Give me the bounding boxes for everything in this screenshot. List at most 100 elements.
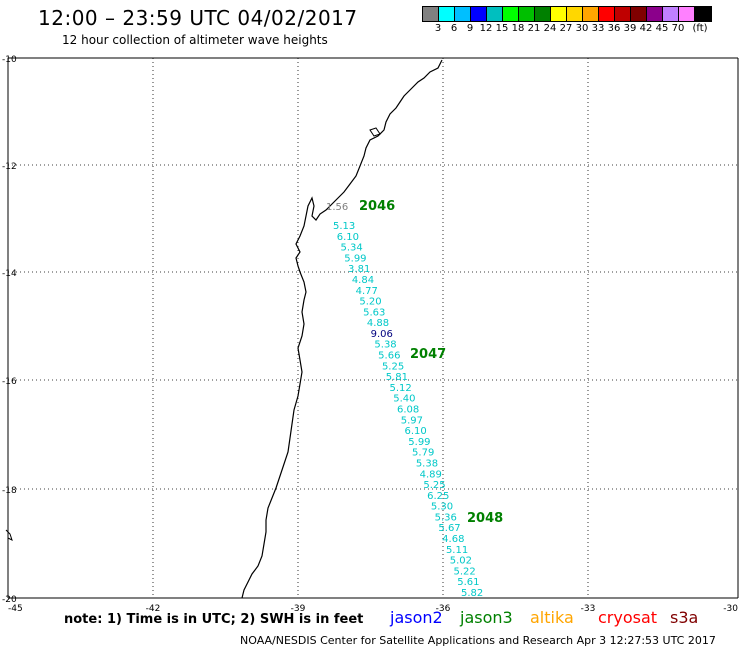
color-scale-label: 6	[450, 23, 458, 34]
longitude-label: -30	[723, 604, 738, 614]
legend-jason2: jason2	[390, 608, 443, 627]
wave-height-label: 9.06	[371, 329, 393, 340]
color-scale-label: 33	[591, 23, 605, 34]
wave-height-label: 5.82	[461, 588, 483, 599]
altimeter-value-labels: 1.565.136.105.345.993.814.844.775.205.63…	[326, 202, 483, 599]
color-swatch	[583, 7, 599, 21]
axis-labels: -10 -12 -14 -16 -18 -20-45 -42 -39 -36 -33 -30	[2, 55, 738, 614]
wave-height-label: 5.63	[363, 307, 385, 318]
footer-note: note: 1) Time is in UTC; 2) SWH is in fe…	[64, 612, 364, 627]
coastline-detail	[5, 529, 13, 541]
longitude-label: -45	[8, 604, 23, 614]
wave-height-label: 4.68	[442, 534, 464, 545]
wave-height-label: 5.20	[359, 297, 381, 308]
wave-height-label: 5.79	[412, 448, 434, 459]
color-scale-label: 3	[434, 23, 442, 34]
track-number-label: 2046	[359, 199, 395, 214]
wave-height-label: 6.08	[397, 405, 419, 416]
wave-height-label: 5.34	[341, 243, 363, 254]
color-scale-label: 36	[607, 23, 621, 34]
track-number-label: 2048	[467, 511, 503, 526]
wave-height-label: 5.99	[408, 437, 430, 448]
color-swatch	[695, 7, 711, 21]
color-scale-labels: 3 6 9 12 15 18 21 24 27 30 33 36 39 42 45 70 (ft)	[422, 23, 740, 37]
wave-height-label: 5.81	[386, 372, 408, 383]
color-scale-label: 12	[479, 23, 493, 34]
wave-height-label: 5.38	[416, 458, 438, 469]
wave-height-label: 5.30	[431, 502, 453, 513]
longitude-label: -33	[581, 604, 596, 614]
wave-height-label: 5.40	[393, 394, 415, 405]
legend-altika: altika	[530, 608, 574, 627]
color-scale-label: 45	[655, 23, 669, 34]
wave-height-label: 6.25	[427, 491, 449, 502]
color-swatch	[439, 7, 455, 21]
color-scale-label: 9	[466, 23, 474, 34]
wave-height-label: 6.10	[337, 232, 359, 243]
wave-height-label: 5.97	[401, 415, 423, 426]
longitude-label: -39	[291, 604, 306, 614]
color-scale-label: 21	[527, 23, 541, 34]
credit-line: NOAA/NESDIS Center for Satellite Applica…	[240, 634, 716, 647]
color-swatch	[455, 7, 471, 21]
track-labels: 2046 2047 2048	[359, 199, 503, 526]
color-scale-label: 18	[511, 23, 525, 34]
color-scale-label: (ft)	[692, 23, 708, 34]
color-swatch	[631, 7, 647, 21]
color-scale-label: 27	[559, 23, 573, 34]
wave-height-label: 5.99	[344, 253, 366, 264]
map-gridlines	[8, 58, 738, 598]
color-scale-label: 24	[543, 23, 557, 34]
wave-height-label: 5.25	[423, 480, 445, 491]
map-title: 12:00 – 23:59 UTC 04/02/2017	[38, 6, 358, 30]
latitude-label: -18	[2, 486, 17, 496]
wave-height-label: 3.81	[348, 264, 370, 275]
color-scale-label: 15	[495, 23, 509, 34]
wave-height-label: 5.13	[333, 221, 355, 232]
legend-cryosat: cryosat	[598, 608, 658, 627]
color-scale-label: 70	[671, 23, 685, 34]
wave-height-label: 5.25	[382, 361, 404, 372]
latitude-label: -12	[2, 162, 17, 172]
color-swatch	[567, 7, 583, 21]
coastline	[241, 59, 443, 599]
track-number-label: 2047	[410, 347, 446, 362]
map-frame	[7, 57, 739, 599]
color-swatch	[535, 7, 551, 21]
color-swatch	[487, 7, 503, 21]
latitude-label: -10	[2, 55, 17, 65]
wave-height-label: 5.67	[438, 523, 460, 534]
longitude-label: -42	[146, 604, 161, 614]
longitude-label: -36	[436, 604, 451, 614]
wave-height-label: 6.10	[405, 426, 427, 437]
color-scale-label: 42	[639, 23, 653, 34]
wave-height-label: 4.89	[420, 469, 442, 480]
color-swatch	[615, 7, 631, 21]
color-swatch	[519, 7, 535, 21]
latitude-label: -16	[2, 377, 17, 387]
color-swatch	[599, 7, 615, 21]
wave-height-label: 4.84	[352, 275, 374, 286]
wave-height-label: 5.11	[446, 545, 468, 556]
wave-height-label: 5.38	[374, 340, 396, 351]
color-swatch	[663, 7, 679, 21]
color-scale-label: 30	[575, 23, 589, 34]
color-swatch	[423, 7, 439, 21]
wave-height-label: 5.12	[389, 383, 411, 394]
color-scale-bar	[422, 6, 712, 22]
latitude-label: -20	[2, 595, 17, 605]
wave-height-label: 5.66	[378, 351, 400, 362]
legend-s3a: s3a	[670, 608, 699, 627]
wave-height-label: 4.88	[367, 318, 389, 329]
legend-jason3: jason3	[460, 608, 513, 627]
wave-height-label: 4.77	[356, 286, 378, 297]
color-swatch	[679, 7, 695, 21]
color-swatch	[503, 7, 519, 21]
wave-height-label: 5.02	[450, 556, 472, 567]
color-swatch	[471, 7, 487, 21]
map-subtitle: 12 hour collection of altimeter wave hei…	[62, 33, 328, 47]
color-swatch	[647, 7, 663, 21]
coastline-island	[369, 127, 381, 137]
wave-height-label: 5.61	[457, 577, 479, 588]
wave-height-label: 5.22	[453, 566, 475, 577]
